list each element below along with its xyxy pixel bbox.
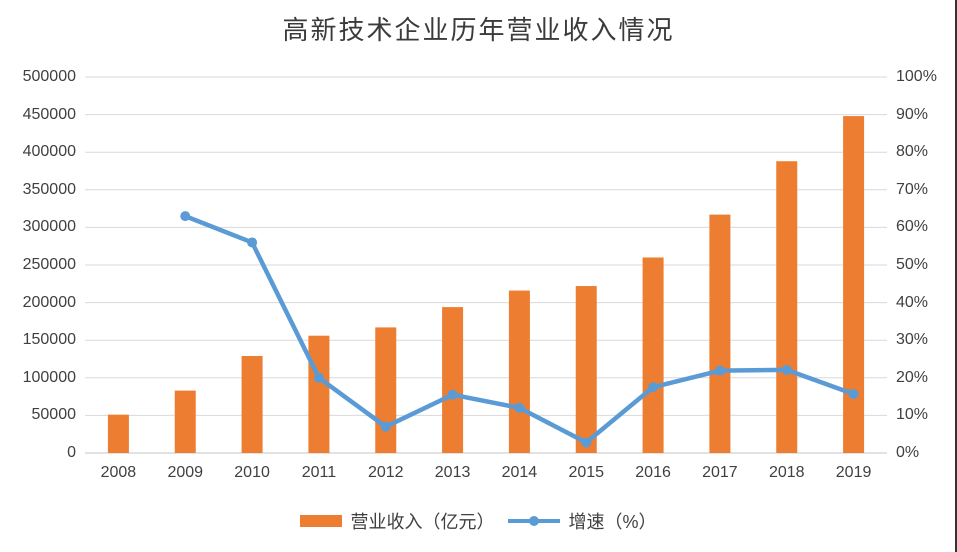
bar-2014	[508, 290, 530, 453]
y-axis-left-tick-label: 400000	[22, 143, 76, 161]
legend-line-marker-icon	[529, 516, 540, 526]
y-axis-right-tick-label: 100%	[896, 68, 937, 85]
y-axis-left-tick-label: 450000	[22, 105, 76, 123]
y-axis-right-tick-label: 30%	[896, 331, 929, 349]
line-marker-2015	[581, 437, 592, 448]
legend-item-revenue: 营业收入（亿元）	[300, 508, 494, 534]
legend-revenue-swatch	[300, 515, 343, 527]
x-axis-label-2016: 2016	[635, 464, 671, 481]
line-marker-2018	[781, 364, 792, 375]
x-axis-label-2009: 2009	[167, 464, 204, 481]
x-axis-label-2011: 2011	[301, 464, 337, 481]
screen-right-border	[955, 0, 957, 552]
y-axis-left-tick-label: 100000	[22, 368, 76, 386]
bar-2016	[642, 257, 664, 453]
bar-2008	[107, 414, 129, 453]
y-axis-right-tick-label: 70%	[896, 180, 929, 198]
line-marker-2011	[313, 372, 324, 383]
line-marker-2019	[848, 388, 859, 399]
x-axis-label-2014: 2014	[501, 464, 538, 481]
x-axis-label-2017: 2017	[702, 464, 738, 481]
legend-revenue-label: 营业收入（亿元）	[350, 512, 495, 532]
bar-2017	[709, 214, 731, 453]
bar-2010	[241, 355, 263, 453]
x-axis-label-2008: 2008	[100, 464, 137, 481]
y-axis-left-tick-label: 250000	[22, 256, 76, 273]
line-marker-2013	[447, 389, 458, 400]
bar-2011	[308, 335, 330, 453]
y-axis-left-tick-label: 300000	[22, 218, 76, 236]
y-axis-right-tick-label: 60%	[896, 218, 929, 236]
y-axis-right-tick-label: 80%	[896, 143, 929, 161]
x-axis-label-2013: 2013	[434, 464, 471, 481]
x-axis-label-2019: 2019	[835, 464, 872, 481]
bar-2015	[575, 286, 597, 453]
bar-2018	[776, 161, 798, 453]
line-marker-2014	[514, 402, 525, 413]
y-axis-left-tick-label: 500000	[22, 68, 76, 85]
bar-2009	[174, 390, 196, 453]
line-marker-2017	[714, 365, 725, 376]
y-axis-left-tick-label: 50000	[31, 406, 77, 424]
y-axis-right-tick-label: 20%	[896, 368, 929, 386]
y-axis-right-tick-label: 0%	[896, 444, 920, 461]
line-marker-2012	[380, 421, 391, 432]
bar-2019	[843, 116, 865, 453]
line-marker-2016	[648, 382, 659, 393]
legend-item-growth: 增速（%）	[508, 508, 657, 534]
y-axis-right-tick-label: 40%	[896, 293, 929, 311]
chart-title: 高新技术企业历年营业收入情况	[282, 16, 675, 46]
legend: 营业收入（亿元） 增速（%）	[0, 506, 957, 536]
y-axis-right-tick-label: 50%	[896, 256, 929, 273]
y-axis-left-tick-label: 150000	[22, 331, 76, 349]
y-axis-right-tick-label: 10%	[896, 406, 929, 424]
x-axis-label-2015: 2015	[568, 464, 605, 481]
x-axis-label-2018: 2018	[768, 464, 805, 481]
y-axis-right-tick-label: 90%	[896, 105, 929, 123]
y-axis-left-tick-label: 200000	[22, 293, 76, 311]
line-marker-2009	[180, 211, 191, 222]
y-axis-left-tick-label: 350000	[22, 180, 76, 198]
x-axis-label-2012: 2012	[367, 464, 404, 481]
legend-growth-label: 增速（%）	[568, 512, 657, 532]
bar-2013	[442, 307, 464, 453]
line-marker-2010	[247, 237, 258, 248]
y-axis-left-tick-label: 0	[67, 444, 76, 461]
x-axis-label-2010: 2010	[234, 464, 270, 481]
legend-growth-swatch	[508, 514, 561, 528]
bar-2012	[375, 327, 397, 453]
